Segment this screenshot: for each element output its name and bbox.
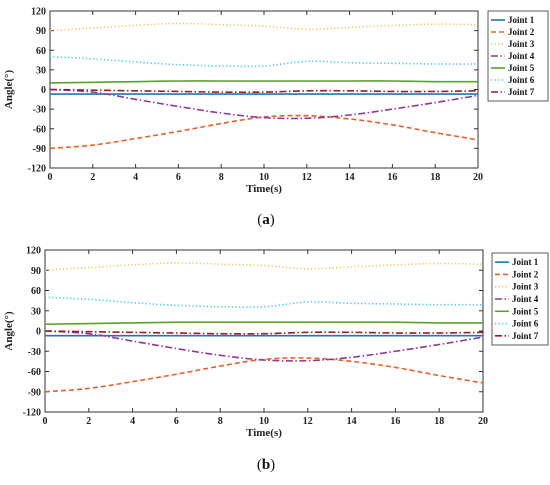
plot-area-frame [44,249,484,413]
x-tick-label: 18 [434,416,444,427]
legend-label-joint-2: Joint 2 [512,269,539,279]
x-tick-label: 16 [390,416,400,427]
x-tick-label: 8 [219,172,224,183]
legend-label-joint-4: Joint 4 [512,294,539,304]
x-tick-label: 20 [473,172,483,183]
x-tick-label: 4 [133,172,138,183]
x-axis-label: Time(s) [246,183,282,195]
x-tick-label: 10 [259,172,269,183]
y-tick-label: -90 [33,144,46,155]
series-line-joint-4 [45,330,483,362]
series-line-joint-3 [45,262,483,272]
x-tick-label: 18 [430,172,440,183]
x-tick-label: 4 [130,416,135,427]
chart-panel-b: -120 -90 -60 -30 0 30 60 90 120 0 2 4 6 8 10 12 14 16 18 20… [3,246,549,473]
x-tick-label: 14 [347,416,357,427]
y-tick-label: 60 [36,46,46,57]
x-tick-label: 12 [303,416,313,427]
series-line-joint-3 [50,22,478,32]
legend-label-joint-6: Joint 6 [512,319,539,329]
legend-label-joint-1: Joint 1 [512,257,539,267]
legend-label-joint-5: Joint 5 [508,63,535,73]
series-line-joint-7 [45,330,483,335]
y-tick-label: 0 [36,327,41,338]
x-tick-label: 8 [218,416,223,427]
legend-label-joint-5: Joint 5 [512,306,539,316]
y-tick-label: -30 [33,105,46,116]
y-tick-label: 30 [31,306,41,317]
series-line-joint-4 [50,88,478,120]
y-tick-label: 120 [31,7,46,18]
legend-label-joint-6: Joint 6 [508,75,535,85]
x-tick-label: 0 [48,172,53,183]
x-tick-label: 10 [259,416,269,427]
legend-label-joint-3: Joint 3 [508,39,535,49]
y-tick-label: -90 [28,387,41,398]
series-line-joint-5 [50,80,478,84]
legend-label-joint-2: Joint 2 [508,27,535,37]
plot-area-frame [49,10,479,169]
x-tick-label: 2 [90,172,95,183]
x-tick-label: 20 [478,416,488,427]
y-tick-label: -30 [28,347,41,358]
series-line-joint-6 [50,55,478,68]
x-tick-label: 0 [43,416,48,427]
x-tick-label: 2 [86,416,91,427]
x-tick-label: 12 [302,172,312,183]
x-tick-label: 16 [387,172,397,183]
series-line-joint-6 [45,296,483,308]
y-tick-label: 90 [31,266,41,277]
series-line-joint-2 [45,357,483,393]
legend: Joint 1 Joint 2 Joint 3 Joint 4 Joint 5 Joint… [487,10,549,102]
x-tick-label: 14 [345,172,355,183]
y-tick-label: -60 [33,124,46,135]
legend-label-joint-3: Joint 3 [512,282,539,292]
legend-label-joint-7: Joint 7 [512,331,539,341]
panel-caption: (a) [257,212,275,228]
x-axis-label: Time(s) [246,427,282,439]
y-tick-label: 120 [26,246,41,257]
panel-caption: (b) [257,457,275,473]
chart-panel-a: -120 -90 -60 -30 0 30 60 90 120 0 2 4 6 8 10 12 14 16 18 20… [3,7,549,228]
legend-label-joint-4: Joint 4 [508,51,535,61]
y-tick-label: 90 [36,26,46,37]
x-tick-label: 6 [174,416,179,427]
y-axis-label: Angle(°) [3,70,15,110]
series-line-joint-7 [50,88,478,94]
y-tick-label: 60 [31,286,41,297]
y-tick-label: -120 [23,408,41,419]
y-tick-label: -120 [28,164,46,175]
legend: Joint 1 Joint 2 Joint 3 Joint 4 Joint 5 Joint… [491,252,549,346]
y-tick-label: 0 [41,85,46,96]
series-line-joint-5 [45,321,483,326]
y-tick-label: 30 [36,65,46,76]
series-line-joint-2 [50,114,478,150]
y-tick-label: -60 [28,367,41,378]
y-axis-label: Angle(°) [3,311,15,351]
legend-label-joint-1: Joint 1 [508,15,535,25]
x-tick-label: 6 [176,172,181,183]
legend-label-joint-7: Joint 7 [508,87,535,97]
